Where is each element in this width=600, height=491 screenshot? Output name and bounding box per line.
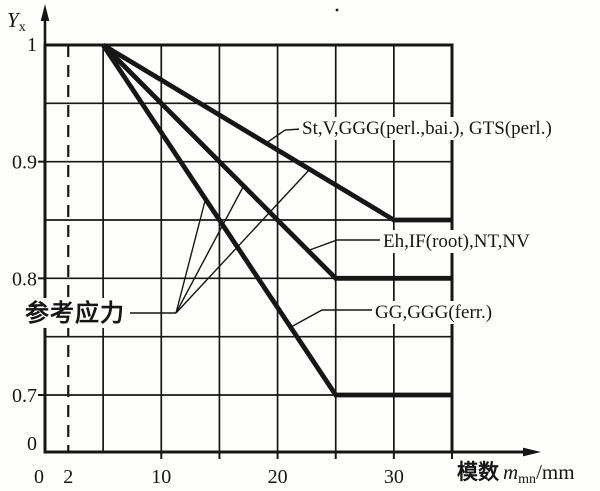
- y-tick-label: 0.8: [12, 268, 37, 290]
- x-tick-label: 20: [268, 466, 288, 488]
- x-axis-title: 模数 mmn/mm: [457, 460, 575, 487]
- x-axis-title-part: mn: [518, 472, 536, 487]
- y-tick-label: 0: [27, 433, 37, 455]
- label-st-mask: [299, 117, 555, 140]
- y-tick-label-part: 0.7: [12, 385, 37, 407]
- x-tick-label-part: 10: [151, 466, 171, 488]
- y-tick-label-part: 0.8: [12, 268, 37, 290]
- annotation-fan-line: [175, 200, 206, 314]
- x-tick-label-part: 2: [63, 466, 73, 488]
- label-gg-part: GG,GGG(ferr.): [375, 302, 492, 323]
- label-gg: GG,GGG(ferr.): [375, 302, 492, 323]
- label-st-part: St,V,GGG(perl.,bai.), GTS(perl.): [302, 118, 552, 139]
- label-annotation: 参考应力: [25, 299, 125, 327]
- x-tick-label: 2: [63, 466, 73, 488]
- label-eh-part: Eh,IF(root),NT,NV: [383, 231, 530, 252]
- x-axis-title-part: /mm: [536, 460, 575, 484]
- x-tick-label-part: 0: [34, 466, 44, 488]
- label-annotation-mask: [22, 298, 128, 328]
- scan-speck: [335, 8, 339, 12]
- label-annotation-part: 参考应力: [25, 299, 125, 327]
- x-tick-label-part: 30: [384, 466, 404, 488]
- y-tick-label: 1: [27, 34, 37, 56]
- x-tick-label-part: 20: [268, 466, 288, 488]
- label-st: St,V,GGG(perl.,bai.), GTS(perl.): [302, 118, 552, 139]
- curve-gg: [101, 43, 452, 398]
- annotation-fan-line: [175, 168, 311, 314]
- leader-eh: [306, 239, 381, 252]
- curve-eh: [101, 43, 452, 281]
- annotation-fan-line: [175, 186, 244, 314]
- x-tick-label: 10: [151, 466, 171, 488]
- x-axis-arrowhead: [523, 447, 541, 457]
- y-tick-label-part: 1: [27, 34, 37, 56]
- leader-st: [264, 128, 302, 145]
- x-axis-title-part: m: [503, 460, 518, 484]
- y-axis-title: Yx: [7, 8, 26, 35]
- label-gg-mask: [372, 301, 496, 324]
- y-axis-title-part: Y: [7, 8, 21, 32]
- y-tick-label: 0.7: [12, 385, 37, 407]
- label-eh: Eh,IF(root),NT,NV: [383, 231, 530, 252]
- y-tick-label: 0.9: [12, 152, 37, 174]
- y-tick-label-part: 0: [27, 433, 37, 455]
- y-tick-label-part: 0.9: [12, 152, 37, 174]
- y-axis-arrowhead: [40, 4, 50, 21]
- x-tick-label: 0: [34, 466, 44, 488]
- leader-gg: [290, 309, 373, 328]
- x-tick-label: 30: [384, 466, 404, 488]
- curve-st: [101, 42, 452, 223]
- label-eh-mask: [380, 230, 534, 253]
- y-axis-title-part: x: [19, 20, 26, 35]
- x-axis-title-part: 模数: [457, 460, 500, 484]
